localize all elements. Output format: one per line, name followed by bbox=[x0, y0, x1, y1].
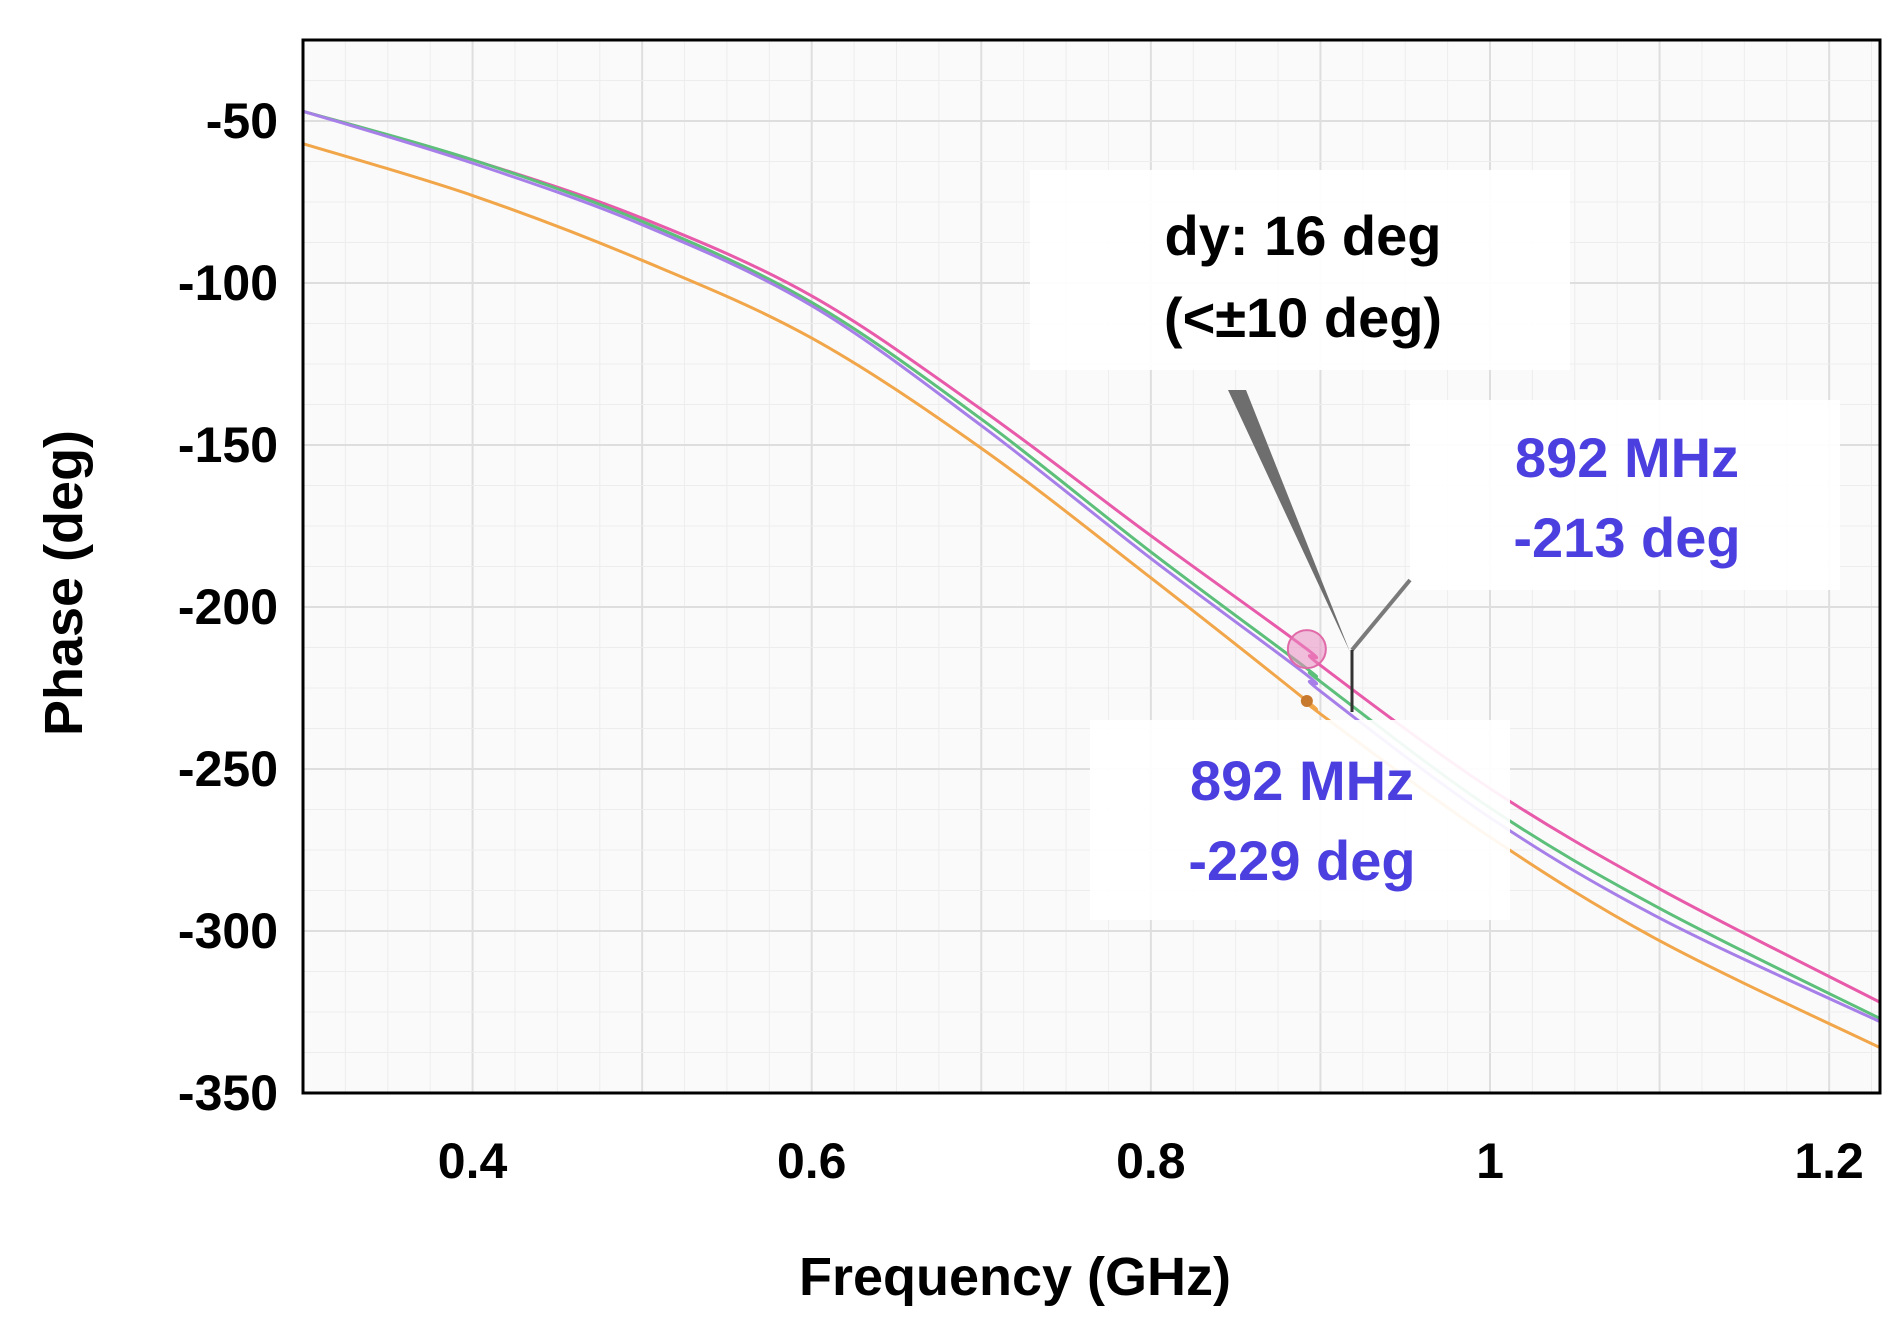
series-line-orange bbox=[302, 142, 1881, 1049]
series-layer bbox=[302, 109, 1881, 1049]
marker1-freq: 892 MHz bbox=[1515, 426, 1739, 489]
plot-frame bbox=[301, 38, 1882, 1095]
marker1-label-bg bbox=[1410, 400, 1840, 590]
y-tick-label: -300 bbox=[178, 903, 278, 959]
series-line-green bbox=[302, 109, 1881, 1020]
dy-line2: (<±10 deg) bbox=[1164, 286, 1442, 349]
dy-label-bg bbox=[1030, 170, 1570, 370]
series-line-pink bbox=[302, 109, 1881, 1004]
annotation-layer: dy: 16 deg (<±10 deg) 892 MHz -213 deg 8… bbox=[1030, 170, 1840, 920]
y-tick-label: -150 bbox=[178, 417, 278, 473]
y-axis-title: Phase (deg) bbox=[34, 430, 94, 736]
tick-labels: 0.4 0.6 0.8 1 1.2 -50 -100 -150 -200 -250 -300 -350 bbox=[178, 93, 1864, 1189]
marker1-phase: -213 deg bbox=[1513, 506, 1740, 569]
y-tick-label: -50 bbox=[206, 93, 278, 149]
x-tick-label: 0.4 bbox=[438, 1133, 508, 1189]
marker-2 bbox=[1300, 694, 1313, 707]
marker2-freq: 892 MHz bbox=[1190, 749, 1414, 812]
marker2-phase: -229 deg bbox=[1188, 829, 1415, 892]
x-tick-label: 1 bbox=[1476, 1133, 1504, 1189]
x-axis-title: Frequency (GHz) bbox=[799, 1247, 1231, 1307]
x-tick-label: 0.6 bbox=[777, 1133, 847, 1189]
series-line-purple bbox=[302, 109, 1881, 1024]
y-tick-label: -250 bbox=[178, 741, 278, 797]
y-tick-label: -350 bbox=[178, 1065, 278, 1121]
marker1-pointer bbox=[1350, 578, 1412, 652]
x-tick-label: 1.2 bbox=[1794, 1133, 1864, 1189]
marker-1 bbox=[1286, 629, 1327, 670]
marker2-label-bg bbox=[1090, 720, 1510, 920]
dy-line1: dy: 16 deg bbox=[1165, 204, 1442, 267]
x-tick-label: 0.8 bbox=[1116, 1133, 1186, 1189]
y-tick-label: -200 bbox=[178, 579, 278, 635]
y-tick-label: -100 bbox=[178, 255, 278, 311]
dy-pointer bbox=[1228, 390, 1350, 652]
